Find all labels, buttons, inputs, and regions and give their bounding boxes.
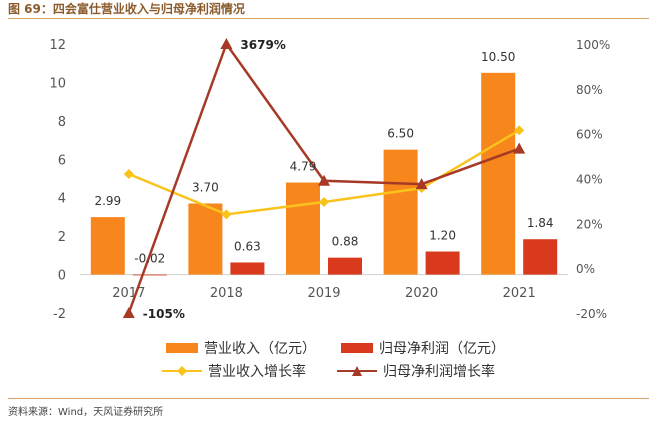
category-tick-label: 2020 xyxy=(405,286,438,301)
net-profit-data-label: -0.02 xyxy=(134,252,165,266)
legend-item-revenue-growth: 营业收入增长率 xyxy=(162,361,306,381)
figure-title: 图 69：四会富仕营业收入与归母净利润情况 xyxy=(8,2,245,16)
net-profit-data-label: 1.20 xyxy=(429,229,456,243)
category-tick-label: 2018 xyxy=(210,286,243,301)
left-axis-tick-label: 6 xyxy=(58,153,66,168)
net-profit-bar xyxy=(523,239,558,275)
legend-label-revenue: 营业收入（亿元） xyxy=(204,341,316,357)
right-axis: -20% 0% 20% 40% 60% 80% 100% xyxy=(576,38,610,321)
right-axis-tick-label: -20% xyxy=(576,307,607,321)
revenue-bar xyxy=(188,203,223,275)
source-note: 资料来源：Wind，天风证券研究所 xyxy=(8,407,164,418)
revenue-data-label: 10.50 xyxy=(481,50,515,64)
footer-divider xyxy=(8,398,649,399)
right-axis-tick-label: 100% xyxy=(576,38,610,52)
legend-label-net-profit-growth: 归母净利润增长率 xyxy=(383,364,495,380)
net-profit-bar xyxy=(328,257,362,275)
right-axis-tick-label: 0% xyxy=(576,262,595,276)
left-axis-tick-label: -2 xyxy=(53,307,66,322)
revenue-data-label: 4.79 xyxy=(290,160,317,174)
left-axis-tick-label: 12 xyxy=(49,38,66,53)
revenue-growth-marker xyxy=(123,169,134,180)
net-profit-growth-marker xyxy=(220,38,233,49)
title-divider xyxy=(8,18,649,19)
net-profit-bar xyxy=(230,262,265,275)
legend-item-net-profit: 归母净利润（亿元） xyxy=(341,338,505,358)
net-profit-growth-label: -105% xyxy=(143,307,185,321)
revenue-growth-marker xyxy=(221,209,232,220)
revenue-bar xyxy=(383,149,418,275)
category-tick-label: 2019 xyxy=(307,286,340,301)
legend-label-net-profit: 归母净利润（亿元） xyxy=(379,341,505,357)
right-axis-tick-label: 20% xyxy=(576,217,603,231)
revenue-bar xyxy=(286,182,320,275)
left-axis-tick-label: 10 xyxy=(49,76,66,91)
legend-swatch-revenue xyxy=(166,343,198,353)
revenue-bar xyxy=(90,217,125,275)
category-tick-label: 2017 xyxy=(112,286,145,301)
legend-swatch-net-profit xyxy=(341,343,373,353)
net-profit-growth-marker xyxy=(318,174,330,186)
net-profit-growth-marker xyxy=(513,142,526,154)
category-tick-label: 2021 xyxy=(503,286,536,301)
left-axis-tick-label: 2 xyxy=(58,230,66,245)
revenue-growth-marker xyxy=(514,125,525,136)
net-profit-bar xyxy=(425,251,460,275)
left-axis-tick-label: 8 xyxy=(58,115,66,130)
bar-series xyxy=(90,72,558,276)
net-profit-growth-label: 3679% xyxy=(240,38,285,52)
revenue-growth-marker xyxy=(319,197,329,208)
left-axis-tick-label: 0 xyxy=(58,269,66,284)
legend-label-revenue-growth: 营业收入增长率 xyxy=(208,364,306,380)
legend-swatch-revenue-growth xyxy=(162,364,202,378)
net-profit-growth-marker xyxy=(415,178,428,190)
net-profit-bar xyxy=(132,274,167,276)
revenue-data-label: 2.99 xyxy=(94,194,121,208)
net-profit-data-label: 0.63 xyxy=(234,239,261,253)
net-profit-growth-marker xyxy=(122,307,135,318)
revenue-data-label: 6.50 xyxy=(387,127,414,141)
right-axis-tick-label: 60% xyxy=(576,128,603,142)
legend-item-net-profit-growth: 归母净利润增长率 xyxy=(337,361,495,381)
legend-swatch-net-profit-growth xyxy=(337,364,377,378)
legend-item-revenue: 营业收入（亿元） xyxy=(166,338,316,358)
right-axis-tick-label: 40% xyxy=(576,173,603,187)
revenue-bar xyxy=(481,72,516,275)
right-axis-tick-label: 80% xyxy=(576,83,603,97)
data-labels: 2.99 -0.02 3.70 0.63 4.79 0.88 6.50 1.20 10.50 1.… xyxy=(94,38,553,321)
net-profit-data-label: 1.84 xyxy=(527,216,554,230)
left-axis-tick-label: 4 xyxy=(58,192,66,207)
category-axis: 2017 2018 2019 2020 2021 xyxy=(80,274,568,301)
left-axis: -2 0 2 4 6 8 10 12 xyxy=(49,38,66,322)
revenue-data-label: 3.70 xyxy=(192,180,219,194)
line-series xyxy=(122,38,526,318)
net-profit-data-label: 0.88 xyxy=(332,235,359,249)
